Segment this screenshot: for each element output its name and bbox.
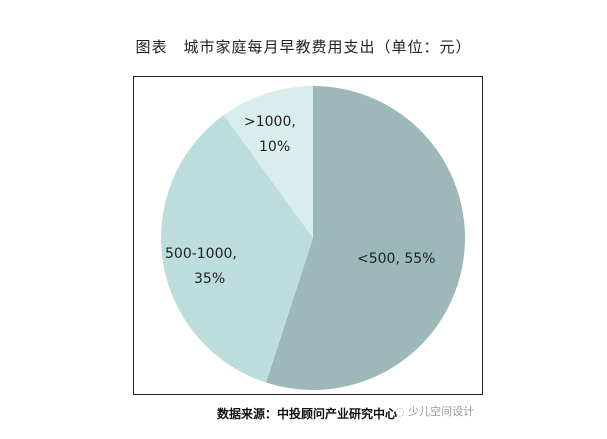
label-gt1000-range: >1000, xyxy=(244,114,296,130)
wechat-icon: ◌ xyxy=(395,405,409,418)
pie-slice-0 xyxy=(266,86,466,390)
pie-slice-1 xyxy=(161,115,313,383)
label-500-1000-range: 500-1000, xyxy=(165,246,237,262)
chart-title: 图表 城市家庭每月早教费用支出（单位：元） xyxy=(135,38,472,56)
label-gt1000-pct: 10% xyxy=(259,139,290,155)
label-500-1000-pct: 35% xyxy=(194,271,225,287)
watermark: ◌ 少儿空间设计 xyxy=(395,403,474,419)
label-lt500: <500, 55% xyxy=(357,251,435,267)
data-source: 数据来源：中投顾问产业研究中心 xyxy=(217,407,398,421)
pie-slice-2 xyxy=(223,86,313,238)
watermark-text: 少儿空间设计 xyxy=(408,405,475,418)
chart-frame xyxy=(133,76,483,395)
